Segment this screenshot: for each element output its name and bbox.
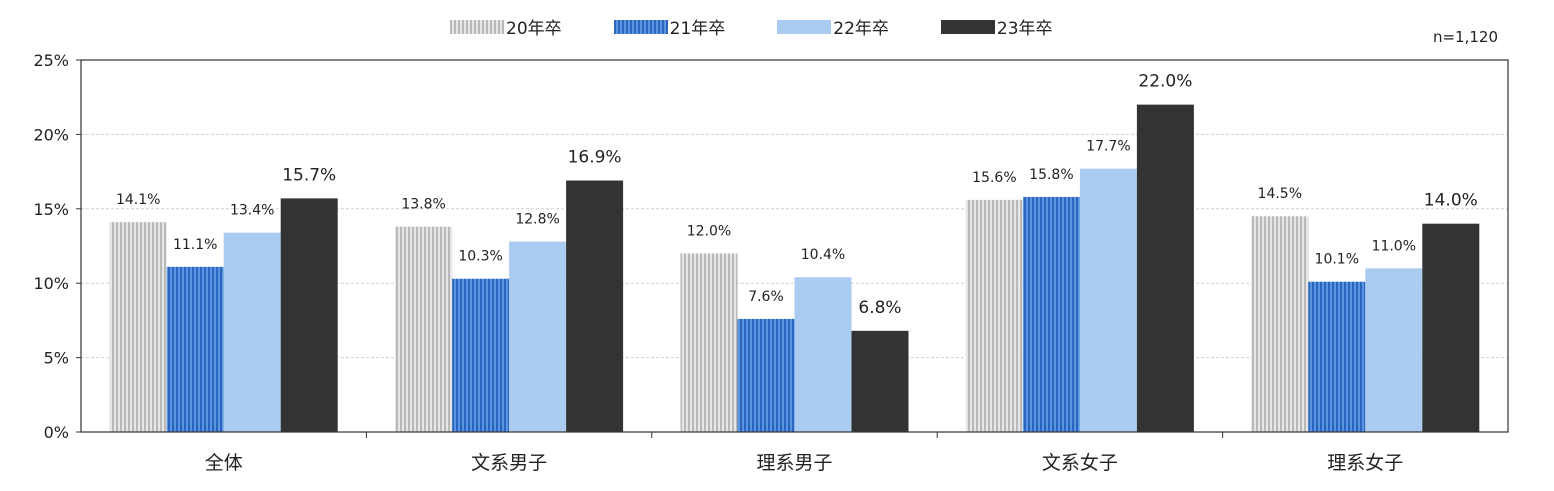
value-labels-layer: 14.1% 11.1% 13.4% 15.7% 13.8% 10.3% 12.8% 16.9%… xyxy=(116,72,1478,318)
bar xyxy=(166,266,224,432)
data-label: 10.3% xyxy=(458,249,502,265)
data-label: 6.8% xyxy=(858,298,901,318)
x-category-label: 文系男子 xyxy=(471,452,547,474)
bar xyxy=(1422,223,1480,432)
data-label: 10.1% xyxy=(1315,252,1359,268)
bar xyxy=(566,180,624,432)
y-tick-label: 5% xyxy=(44,349,69,368)
data-label: 11.1% xyxy=(173,237,217,253)
bar xyxy=(223,232,281,432)
legend-item: 20年卒 xyxy=(450,14,562,39)
legend-label: 21年卒 xyxy=(669,19,726,39)
y-tick-label: 25% xyxy=(33,51,69,70)
legend-swatch xyxy=(777,19,832,34)
bar xyxy=(851,330,909,432)
data-label: 12.8% xyxy=(515,212,559,228)
data-label: 15.6% xyxy=(972,170,1016,186)
x-category-label: 文系女子 xyxy=(1042,452,1118,474)
data-label: 13.8% xyxy=(401,197,445,213)
bar xyxy=(1308,281,1366,432)
y-tick-label: 0% xyxy=(44,423,69,442)
bar xyxy=(1079,168,1137,432)
data-label: 14.0% xyxy=(1424,191,1478,211)
y-tick-label: 20% xyxy=(33,125,69,144)
legend-item: 21年卒 xyxy=(613,14,726,39)
bar xyxy=(1136,104,1194,432)
plot-border xyxy=(80,59,1509,433)
bar xyxy=(680,253,738,432)
data-label: 12.0% xyxy=(687,223,731,239)
data-label: 14.1% xyxy=(116,192,160,208)
bar xyxy=(280,198,338,432)
bar xyxy=(794,277,852,432)
data-label: 15.8% xyxy=(1029,167,1073,183)
axes-layer: 0% 5% 10% 15% 20% 25% 全体 文系男子 理系男子 文系女子 理系女子 xyxy=(33,51,1509,474)
data-label: 14.5% xyxy=(1258,186,1302,202)
bar xyxy=(737,318,795,432)
legend-label: 20年卒 xyxy=(506,19,562,39)
data-label: 15.7% xyxy=(282,165,336,185)
data-label: 17.7% xyxy=(1086,139,1130,155)
bar xyxy=(509,241,567,432)
bar xyxy=(395,226,453,432)
legend-swatch xyxy=(450,19,504,34)
legend-swatch xyxy=(613,19,668,34)
bar xyxy=(452,278,510,432)
bar xyxy=(1022,196,1080,432)
x-category-label: 全体 xyxy=(205,452,243,474)
y-tick-label: 15% xyxy=(33,200,69,219)
data-label: 10.4% xyxy=(801,247,845,263)
legend-item: 23年卒 xyxy=(940,14,1053,39)
data-label: 16.9% xyxy=(568,148,622,168)
bar xyxy=(109,222,167,432)
legend-label: 22年卒 xyxy=(833,19,889,39)
data-label: 22.0% xyxy=(1138,72,1192,92)
bars-layer xyxy=(109,104,1480,432)
legend: 20年卒 21年卒 22年卒 23年卒 xyxy=(450,14,1105,39)
legend-item: 22年卒 xyxy=(777,14,889,39)
data-label: 11.0% xyxy=(1372,238,1416,254)
bar xyxy=(1251,216,1309,432)
sample-size-note: n=1,120 xyxy=(1432,28,1498,46)
legend-label: 23年卒 xyxy=(996,19,1053,39)
data-label: 7.6% xyxy=(748,289,784,305)
y-tick-label: 10% xyxy=(33,274,69,293)
data-label: 13.4% xyxy=(230,203,274,219)
x-category-label: 理系男子 xyxy=(756,452,832,474)
bar xyxy=(1365,268,1423,432)
legend-swatch xyxy=(940,19,995,34)
x-category-label: 理系女子 xyxy=(1327,452,1403,474)
bar xyxy=(965,199,1023,432)
